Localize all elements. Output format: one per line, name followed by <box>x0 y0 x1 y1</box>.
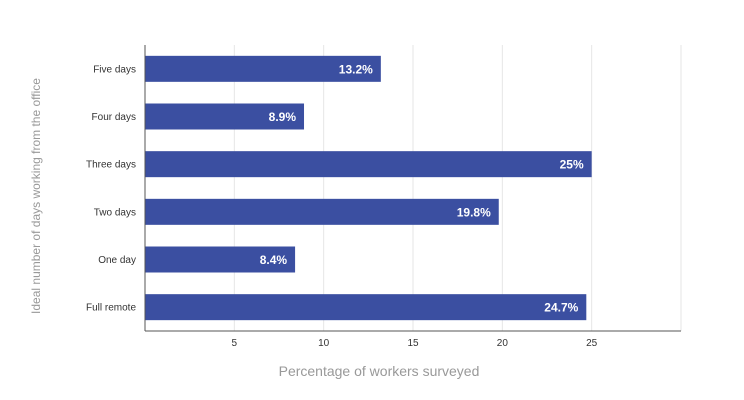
category-labels: Five days Four days Three days Two days One … <box>86 64 136 313</box>
category-label: Two days <box>94 207 136 218</box>
data-label: 25% <box>560 158 584 172</box>
x-tick-labels: 5 10 15 20 25 <box>232 338 598 349</box>
x-tick-label: 10 <box>318 338 330 349</box>
category-label: Five days <box>93 64 136 75</box>
x-tick-label: 20 <box>497 338 509 349</box>
category-label: Four days <box>92 112 136 123</box>
data-label: 24.7% <box>544 301 578 315</box>
data-label: 8.9% <box>269 110 297 124</box>
data-labels: 13.2% 8.9% 25% 19.8% 8.4% 24.7% <box>260 62 584 314</box>
x-tick-label: 25 <box>586 338 598 349</box>
bar <box>145 294 587 321</box>
gridlines <box>233 45 682 331</box>
data-label: 13.2% <box>339 62 373 76</box>
bar <box>145 246 296 273</box>
bar <box>145 151 592 178</box>
bar <box>145 198 499 225</box>
category-label: One day <box>98 255 136 266</box>
data-label: 19.8% <box>457 205 491 219</box>
bar <box>145 103 305 130</box>
bars <box>145 55 592 321</box>
y-axis-title: Ideal number of days working from the of… <box>29 78 43 314</box>
x-tick-label: 5 <box>232 338 238 349</box>
bar <box>145 55 381 82</box>
x-tick-label: 15 <box>407 338 419 349</box>
x-axis-title: Percentage of workers surveyed <box>279 363 480 379</box>
category-label: Full remote <box>86 303 136 314</box>
data-label: 8.4% <box>260 253 288 267</box>
category-label: Three days <box>86 160 136 171</box>
